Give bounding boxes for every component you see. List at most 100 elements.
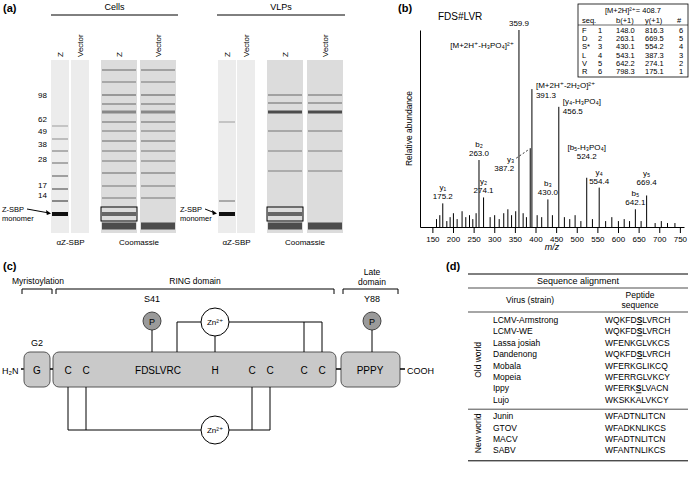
table-rule [468,409,688,410]
peak [503,213,504,227]
peak [511,215,512,227]
band [102,111,136,114]
residue: C [266,365,273,376]
x-tick-mark [453,227,454,233]
peak-labels: y₁175.2b₂263.0y₂274.1[M+2H⁺-H₃PO₄]²⁺359.… [433,19,657,207]
phospho-site [363,312,381,330]
band [268,150,302,152]
residue: C [248,365,255,376]
peak [641,221,642,227]
virus-name: Lassa josiah [493,338,541,348]
band [141,150,175,152]
panel-d: Sequence alignmentVirus (strain)Peptides… [468,274,688,461]
mw-marker: 28 [38,155,47,164]
virus-name: Mobala [493,361,521,371]
peak-label: [b₅-H₃PO₄] [567,143,606,152]
inset-header: y(+1) [645,16,663,25]
virus-name: SABV [493,445,516,455]
peak-label: b₃ [544,179,552,188]
inset-table: [M+2H]²⁺= 408.7seq.b(+1)y(+1)#F1148.0816… [578,4,688,77]
zinc-bond [229,430,270,431]
band [52,175,68,177]
zinc-label: Zn²⁺ [207,426,223,435]
peak-label: [y₄-H₃PO₄] [563,97,601,106]
peak [476,213,477,227]
backbone [336,368,341,370]
band [219,212,235,216]
mw-marker: 62 [38,115,47,124]
peak [624,219,625,227]
peak-label: y₁ [439,183,446,192]
domain-box [53,352,336,387]
peptide-part: WFERK [605,383,636,393]
inset-box [578,4,688,77]
peptide-part: LVRCH [642,315,670,325]
peak-label: 175.2 [433,192,454,201]
peak-label: y₂ [480,177,487,186]
peptide: WQKFDSLVRCH [605,349,671,359]
peak-label: 669.4 [637,178,658,187]
band [308,170,342,172]
stain-label: Coomassie [285,238,326,247]
band [141,160,175,162]
peak-label: 456.5 [563,107,584,116]
band [102,185,136,187]
inset-cell: R [582,67,588,76]
band [141,172,175,174]
peptide: WQKFDSLVRCH [605,315,671,325]
inset-cell: 798.3 [616,67,635,76]
figure: (a)(b)(c)(d)98624938281714CellsZVectorZV… [0,0,691,485]
peptide: WQKFDSLVRCH [605,326,671,336]
x-axis-title: m/z [545,242,560,252]
column-header: sequence [622,300,659,310]
site-line [372,330,373,352]
backbone [400,368,405,370]
peptide-part: LVRCH [642,326,670,336]
x-tick-mark [556,227,557,233]
peak [518,30,519,227]
peptide: WFERRGLVKCY [605,372,670,382]
residue: PPPY [357,365,384,376]
peak [569,219,570,227]
group-rule [51,15,178,16]
virus-name: GTOV [493,423,517,433]
zinc-bond [304,322,305,352]
band [268,212,302,216]
peak [592,219,593,227]
site-label: Y88 [364,294,380,304]
peak [558,107,559,227]
peak [530,148,531,227]
peak-label: 524.2 [577,152,598,161]
site-label: S41 [144,294,160,304]
backbone [50,368,53,370]
peak-label: [M+2H⁺-H₃PO₄]²⁺ [450,41,514,50]
stain-lane [101,60,137,233]
band [141,223,175,230]
x-tick-label: 750 [674,235,688,244]
panel-label: (d) [446,260,460,272]
blot-lane [51,60,69,233]
band [141,121,175,123]
peak [547,199,548,227]
lane-label: Z [56,52,65,57]
panel-a: 98624938281714CellsZVectorZVectorαZ-SBPC… [2,2,345,247]
domain-bracket [56,289,334,294]
x-tick-label: 400 [529,235,543,244]
lane-label: Vector [321,34,330,57]
peak [646,195,647,227]
panel-label: (a) [3,2,17,14]
band [141,81,175,83]
peak [450,217,451,227]
peptide: WFERKSLVACN [605,383,668,393]
band [268,170,302,172]
peptide-part: WFERRGLVKCY [605,372,670,382]
mw-marker: 17 [38,181,47,190]
peak [580,221,581,227]
c-terminus: COOH [407,366,434,376]
inset-header: seq. [582,16,596,25]
residue: FDSLVRC [135,365,181,376]
peak [462,211,463,227]
residue: H [211,365,218,376]
peak-label: b₅ [632,189,640,198]
group-title: Cells [104,2,125,12]
